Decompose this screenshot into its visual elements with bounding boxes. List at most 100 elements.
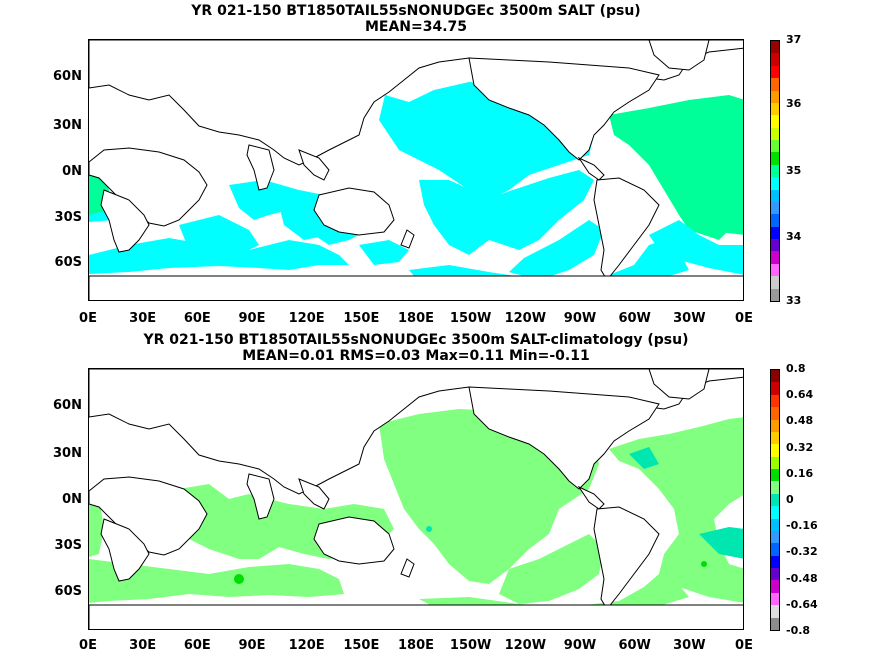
cb2-swatch	[771, 518, 779, 531]
anomaly-map-plot	[89, 369, 743, 629]
panel2-xtick-4: 120E	[288, 638, 325, 653]
panel1-xtick-10: 60W	[618, 311, 651, 326]
cb1-swatch	[771, 214, 779, 227]
cb1-swatch	[771, 251, 779, 264]
coastlines	[89, 40, 743, 300]
panel2-xtick-9: 90W	[563, 638, 597, 653]
cb2-swatch	[771, 580, 779, 593]
cb2-swatch	[771, 568, 779, 581]
cb1-swatch	[771, 226, 779, 239]
panel2-xtick-3: 90E	[238, 638, 266, 653]
salt-anomaly-map	[88, 368, 744, 630]
cb1-swatch	[771, 41, 779, 54]
cb2-swatch	[771, 370, 779, 383]
coastlines	[89, 369, 743, 629]
panel1-xtick-9: 90W	[563, 311, 597, 326]
cb2-swatch	[771, 555, 779, 568]
panel1-xtick-8: 120W	[504, 311, 547, 326]
cb1-label-35: 35	[786, 164, 802, 177]
cb2-label: 0.32	[786, 440, 814, 454]
ytick-60s: 60S	[54, 255, 82, 270]
ytick-30s: 30S	[54, 210, 82, 225]
ytick2-30n: 30N	[53, 446, 82, 461]
cb2-label: -0.16	[786, 519, 818, 533]
cb2-label: -0.32	[786, 545, 818, 559]
ytick-60n: 60N	[53, 69, 82, 84]
cb1-swatch	[771, 102, 779, 116]
cb1-swatch	[771, 65, 779, 79]
salt-map-plot	[89, 40, 743, 300]
ytick2-60n: 60N	[53, 398, 82, 413]
cb2-swatch	[771, 592, 779, 606]
cb1-swatch	[771, 263, 779, 277]
cb1-label-36: 36	[786, 97, 802, 110]
panel1-xtick-3: 90E	[238, 311, 266, 326]
cb1-swatch	[771, 239, 779, 252]
ytick2-60s: 60S	[54, 584, 82, 599]
cb1-label-37: 37	[786, 33, 802, 46]
panel1-xtick-4: 120E	[288, 311, 325, 326]
panel1-xtick-11: 30W	[673, 311, 706, 326]
cb1-label-34: 34	[786, 230, 802, 243]
panel1-xtick-7: 150W	[449, 311, 492, 326]
panel2-xtick-6: 180E	[397, 638, 435, 653]
cb2-swatch	[771, 543, 779, 556]
panel1-xtick-5: 150E	[343, 311, 380, 326]
cb2-label: -0.48	[786, 571, 818, 585]
cb2-swatch	[771, 394, 779, 408]
cb1-swatch	[771, 201, 779, 215]
panel2-xtick-0: 0E	[79, 638, 97, 653]
panel1-title: YR 021-150 BT1850TAIL55sNONUDGEc 3500m S…	[191, 3, 641, 19]
cb2-label: 0.8	[786, 362, 806, 375]
panel2-xtick-11: 30W	[673, 638, 706, 653]
cb1-swatch	[771, 78, 779, 91]
cb1-swatch	[771, 53, 779, 66]
cb2-label: 0.16	[786, 466, 814, 480]
panel2-xtick-10: 60W	[618, 638, 651, 653]
panel1-xtick-2: 60E	[183, 311, 211, 326]
cb1-swatch	[771, 140, 779, 153]
anomaly-colorbar	[770, 369, 780, 631]
ytick-0n: 0N	[62, 164, 82, 179]
cb2-swatch	[771, 444, 779, 457]
panel2-xtick-5: 150E	[343, 638, 380, 653]
panel2-xtick-7: 150W	[449, 638, 492, 653]
cb2-swatch	[771, 469, 779, 482]
salt-map	[88, 39, 744, 301]
cb2-swatch	[771, 605, 779, 618]
cb2-swatch	[771, 493, 779, 507]
cb2-label: 0.64	[786, 388, 814, 402]
cb2-swatch	[771, 481, 779, 494]
panel1-xtick-6: 180E	[397, 311, 435, 326]
cb1-swatch	[771, 90, 779, 103]
cb2-label: -0.64	[786, 597, 818, 611]
cb2-swatch	[771, 530, 779, 544]
cb1-swatch	[771, 177, 779, 190]
cb1-swatch	[771, 127, 779, 140]
cb2-swatch	[771, 382, 779, 395]
panel2-title: YR 021-150 BT1850TAIL55sNONUDGEc 3500m S…	[143, 332, 689, 348]
panel2-stats: MEAN=0.01 RMS=0.03 Max=0.11 Min=-0.11	[242, 348, 590, 364]
cb1-swatch	[771, 288, 779, 301]
panel1-xtick-12: 0E	[735, 311, 753, 326]
panel1-mean: MEAN=34.75	[364, 19, 468, 35]
panel2-xtick-1: 30E	[129, 638, 157, 653]
cb2-swatch	[771, 617, 779, 630]
panel1-xtick-1: 30E	[129, 311, 157, 326]
cb1-swatch	[771, 115, 779, 128]
cb2-swatch	[771, 431, 779, 445]
panel2-xtick-12: 0E	[735, 638, 753, 653]
panel2-xtick-2: 60E	[183, 638, 211, 653]
cb2-label: 0.48	[786, 414, 814, 428]
cb1-swatch	[771, 276, 779, 289]
cb1-swatch	[771, 189, 779, 202]
panel1-xtick-0: 0E	[79, 311, 97, 326]
ytick-30n: 30N	[53, 118, 82, 133]
panel2-xtick-8: 120W	[504, 638, 547, 653]
cb2-label: 0	[786, 493, 794, 506]
cb1-swatch	[771, 164, 779, 178]
cb2-swatch	[771, 456, 779, 469]
cb2-label: -0.8	[786, 624, 811, 637]
ytick2-30s: 30S	[54, 538, 82, 553]
ytick2-0n: 0N	[62, 492, 82, 507]
